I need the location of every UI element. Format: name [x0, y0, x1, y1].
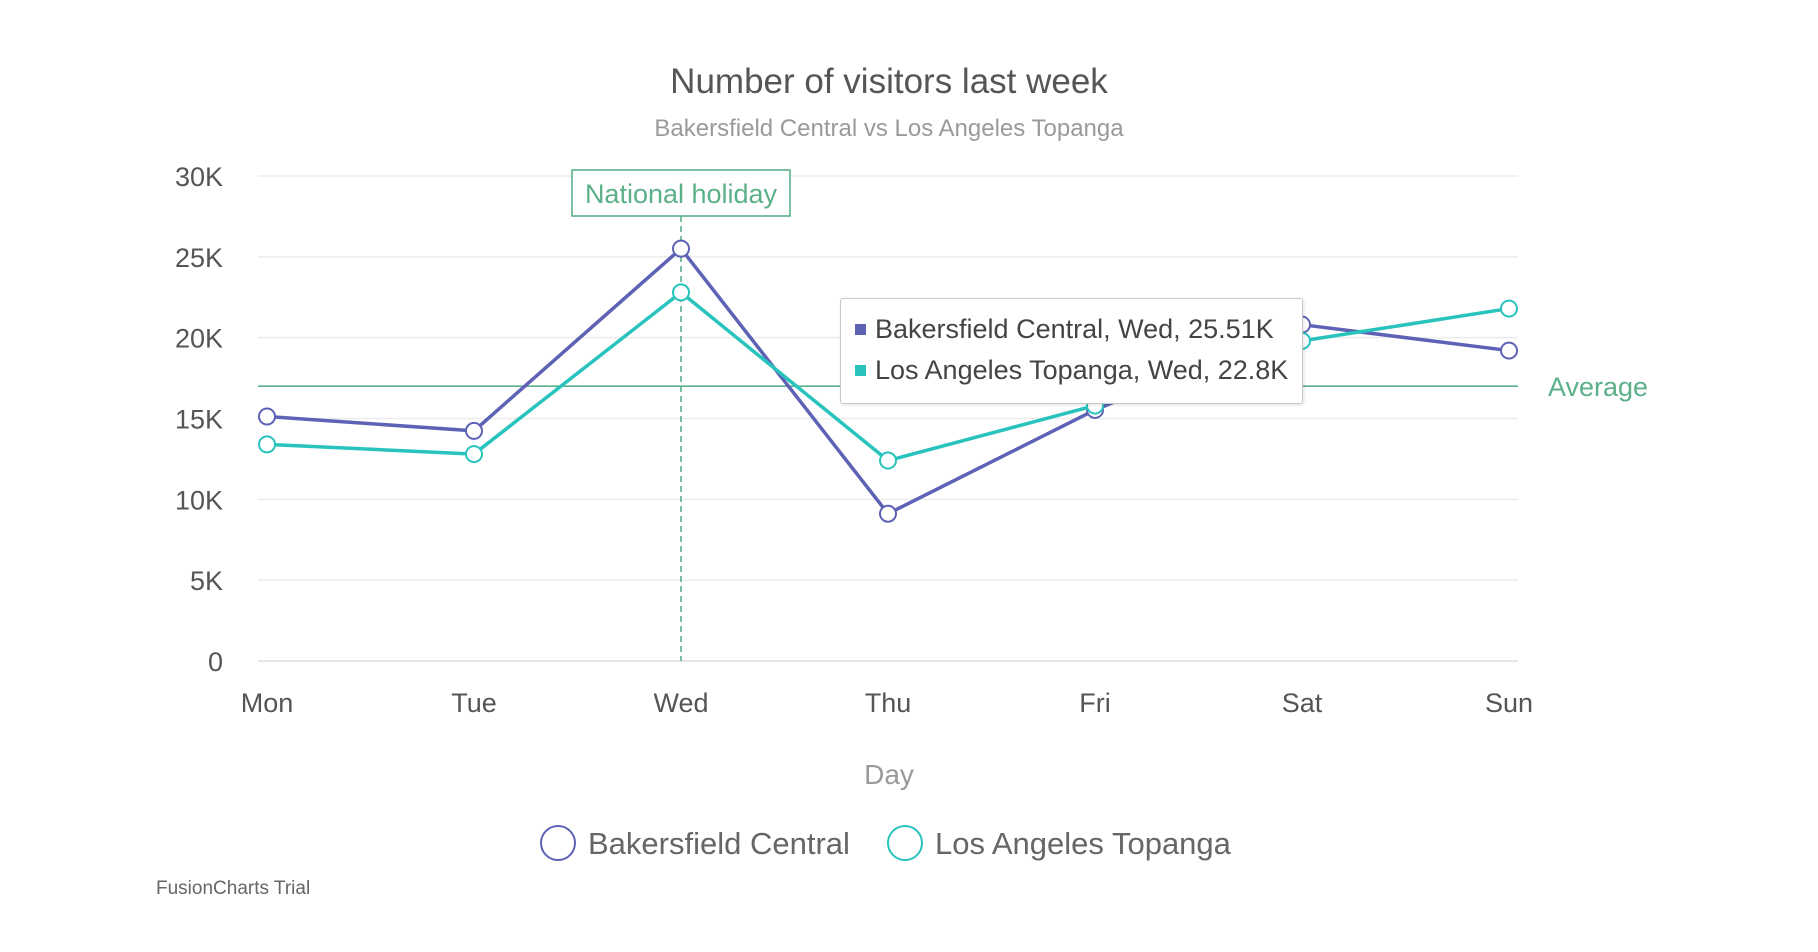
x-tick-label: Mon: [241, 688, 294, 718]
data-point[interactable]: [879, 504, 897, 523]
x-tick-label: Sat: [1282, 688, 1323, 718]
x-tick-label: Fri: [1079, 688, 1110, 718]
watermark-text: FusionCharts Trial: [156, 878, 310, 899]
data-point[interactable]: [1500, 299, 1518, 318]
legend-item[interactable]: Bakersfield Central: [540, 825, 850, 861]
tooltip-text: Bakersfield Central, Wed, 25.51K: [875, 314, 1274, 344]
data-point[interactable]: [879, 451, 897, 470]
x-tick-label: Tue: [451, 688, 497, 718]
y-tick-label: 5K: [190, 566, 223, 596]
chart-subtitle: Bakersfield Central vs Los Angeles Topan…: [654, 115, 1124, 142]
tooltip-row: Los Angeles Topanga, Wed, 22.8K: [855, 350, 1288, 391]
data-point[interactable]: [258, 407, 276, 426]
tooltip-swatch: [855, 324, 866, 335]
data-point[interactable]: [672, 239, 690, 258]
data-point[interactable]: [672, 283, 690, 302]
data-point[interactable]: [1500, 341, 1518, 360]
holiday-label-box: [571, 169, 791, 217]
average-label: Average: [1548, 372, 1648, 402]
y-tick-label: 25K: [175, 243, 223, 273]
legend-label: Bakersfield Central: [588, 826, 850, 861]
y-tick-label: 20K: [175, 324, 223, 354]
gridlines: [258, 175, 1518, 662]
tooltip: Bakersfield Central, Wed, 25.51K Los Ange…: [840, 298, 1304, 404]
y-tick-label: 15K: [175, 405, 223, 435]
data-point[interactable]: [465, 445, 483, 464]
data-point[interactable]: [465, 421, 483, 440]
legend-marker: [540, 825, 576, 861]
tooltip-swatch: [855, 365, 866, 376]
x-tick-label: Wed: [653, 688, 708, 718]
chart-title: Number of visitors last week: [670, 62, 1108, 101]
tooltip-row: Bakersfield Central, Wed, 25.51K: [855, 309, 1288, 350]
x-tick-label: Thu: [865, 688, 912, 718]
legend: Bakersfield Central Los Angeles Topanga: [540, 825, 1232, 861]
legend-label: Los Angeles Topanga: [935, 826, 1232, 861]
y-tick-label: 0: [208, 647, 223, 677]
x-axis-title: Day: [864, 759, 914, 790]
x-axis-ticks: Mon Tue Wed Thu Fri Sat Sun: [241, 688, 1533, 718]
y-tick-label: 30K: [175, 162, 223, 192]
y-tick-label: 10K: [175, 485, 223, 515]
y-axis-ticks: 0 5K 10K 15K 20K 25K 30K: [175, 162, 223, 677]
data-point[interactable]: [258, 435, 276, 454]
holiday-label: National holiday: [585, 179, 778, 209]
x-tick-label: Sun: [1485, 688, 1533, 718]
tooltip-text: Los Angeles Topanga, Wed, 22.8K: [875, 355, 1289, 385]
legend-item[interactable]: Los Angeles Topanga: [887, 825, 1232, 861]
legend-marker: [887, 825, 923, 861]
